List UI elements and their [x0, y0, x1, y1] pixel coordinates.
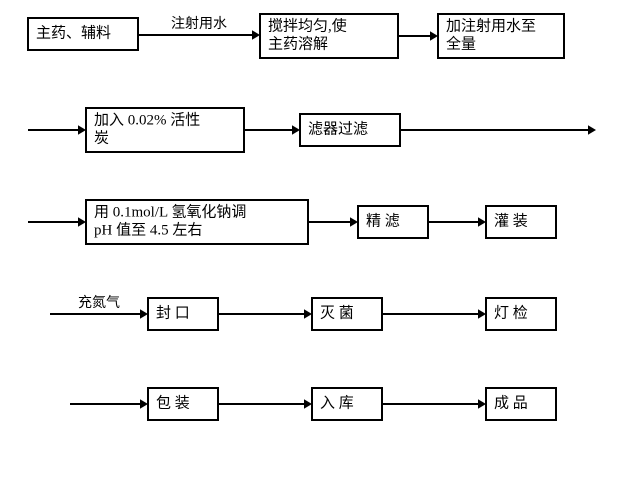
flow-edge	[28, 125, 86, 135]
node-label: 灯 检	[494, 304, 528, 321]
flow-edge: 充氮气	[50, 295, 148, 319]
edge-label: 注射用水	[171, 16, 227, 32]
flow-edge	[28, 217, 86, 227]
flow-edge	[398, 31, 438, 41]
flow-edge	[428, 217, 486, 227]
flow-edge	[244, 125, 300, 135]
flow-node: 加入 0.02% 活性炭	[86, 108, 244, 152]
flow-edge	[218, 309, 312, 319]
node-label: 搅拌均匀,使	[268, 17, 347, 34]
node-label: 全量	[446, 34, 476, 52]
node-label: pH 值至 4.5 左右	[94, 221, 202, 238]
node-label: 封 口	[156, 304, 190, 321]
flow-node: 用 0.1mol/L 氢氧化钠调pH 值至 4.5 左右	[86, 200, 308, 244]
node-label: 炭	[94, 129, 109, 146]
node-label: 入 库	[320, 394, 354, 411]
node-label: 成 品	[494, 394, 528, 411]
flow-edge	[218, 399, 312, 409]
flow-node: 精 滤	[358, 206, 428, 238]
node-label: 灌 装	[494, 212, 528, 229]
node-label: 主药溶解	[268, 35, 328, 52]
node-label: 灭 菌	[320, 304, 354, 321]
flow-node: 灯 检	[486, 298, 556, 330]
flow-edge	[400, 125, 596, 135]
edge-label: 充氮气	[78, 295, 120, 311]
flow-node: 主药、辅料	[28, 18, 138, 50]
flow-edge	[382, 309, 486, 319]
flow-edge	[70, 399, 148, 409]
node-label: 精 滤	[366, 212, 400, 229]
flow-edge	[382, 399, 486, 409]
node-label: 加注射用水至	[446, 17, 536, 34]
flow-node: 搅拌均匀,使主药溶解	[260, 14, 398, 58]
flow-node: 包 装	[148, 388, 218, 420]
flow-node: 入 库	[312, 388, 382, 420]
flow-node: 加注射用水至全量	[438, 14, 564, 58]
node-label: 用 0.1mol/L 氢氧化钠调	[94, 203, 246, 220]
flow-node: 滤器过滤	[300, 114, 400, 146]
flow-node: 灌 装	[486, 206, 556, 238]
flow-node: 灭 菌	[312, 298, 382, 330]
node-label: 滤器过滤	[308, 120, 368, 137]
node-label: 主药、辅料	[36, 24, 111, 41]
node-label: 包 装	[156, 394, 190, 411]
flow-node: 成 品	[486, 388, 556, 420]
flow-node: 封 口	[148, 298, 218, 330]
node-label: 加入 0.02% 活性	[94, 111, 200, 128]
flow-edge	[308, 217, 358, 227]
flow-edge: 注射用水	[138, 16, 260, 40]
